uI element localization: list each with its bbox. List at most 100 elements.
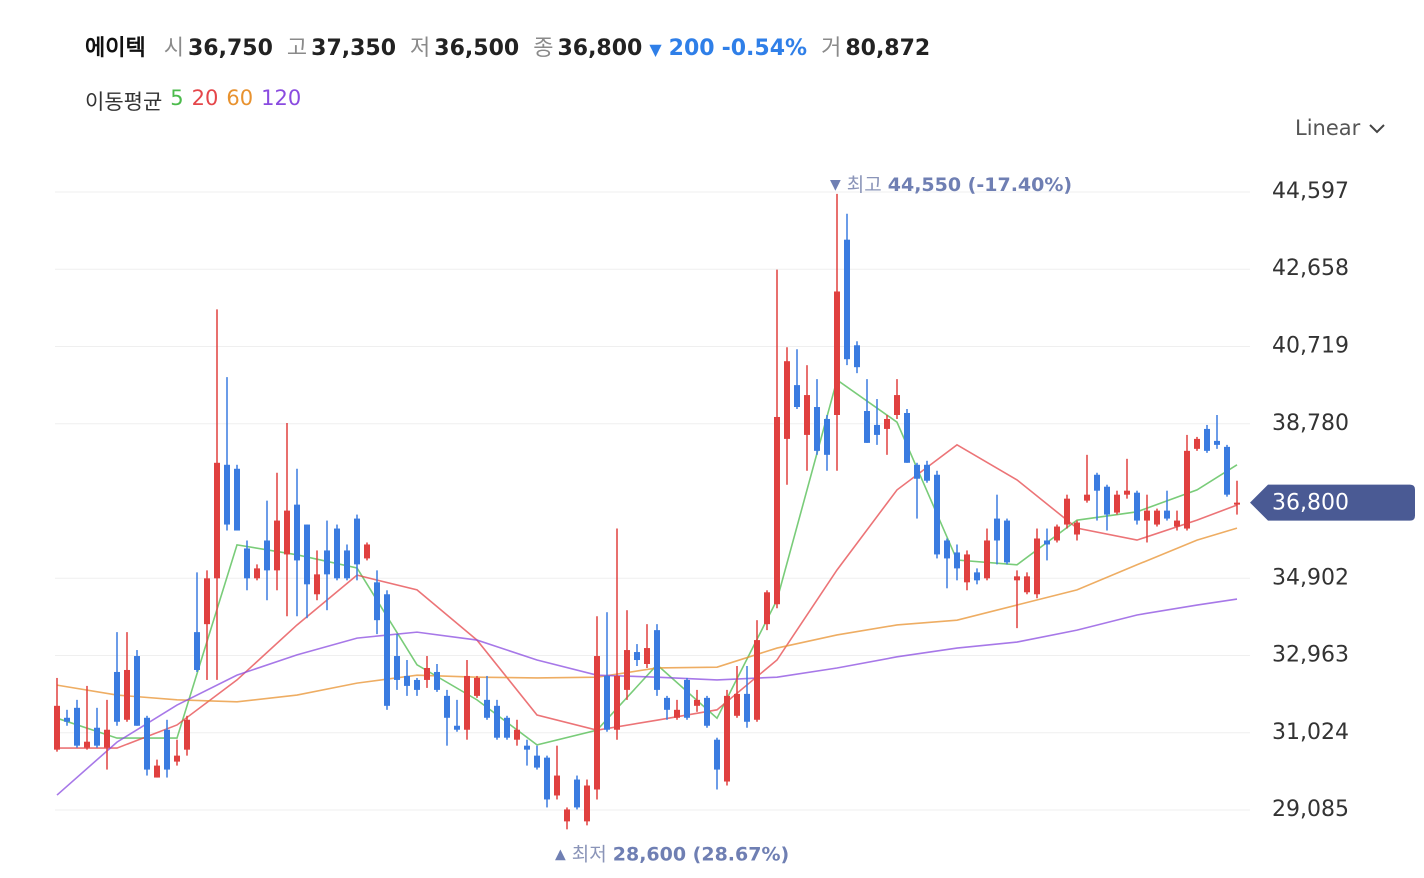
candle-body — [244, 548, 250, 579]
candle-body — [454, 725, 460, 730]
candle-body — [264, 540, 270, 571]
candle-body — [594, 656, 600, 790]
candle-body — [344, 550, 350, 579]
ma-legend-title: 이동평균 — [85, 90, 163, 114]
candle-body — [274, 520, 280, 571]
candle-body — [924, 464, 930, 481]
candle-body — [604, 675, 610, 730]
candle-body — [74, 707, 80, 746]
candle-body — [424, 667, 430, 680]
candle-body — [854, 345, 860, 368]
candle-body — [544, 757, 550, 800]
y-tick-label: 38,780 — [1272, 411, 1349, 436]
annotation-arrow: ▲ — [555, 846, 566, 862]
close-field: 종 36,800 ▼ 200 -0.54% — [533, 30, 807, 62]
candle-body — [954, 552, 960, 569]
open-field: 시 36,750 — [164, 30, 273, 62]
candle-body — [1114, 494, 1120, 513]
candle-body — [1194, 438, 1200, 449]
ma-line — [57, 443, 1238, 749]
field-value: 37,350 — [311, 36, 397, 61]
candle-body — [334, 528, 340, 579]
candle-body — [644, 648, 650, 664]
candle-body — [294, 504, 300, 561]
candle-body — [944, 540, 950, 559]
candle-body — [554, 775, 560, 796]
candle-body — [404, 675, 410, 686]
candle-body — [1204, 428, 1210, 451]
candle-body — [984, 540, 990, 579]
candle-body — [894, 395, 900, 415]
candle-body — [774, 416, 780, 605]
candle-body — [1094, 474, 1100, 491]
candle-body — [234, 468, 240, 531]
field-value: 36,500 — [434, 36, 520, 61]
candle-body — [434, 671, 440, 690]
candle-body — [304, 524, 310, 585]
candle-body — [534, 755, 540, 768]
candle-body — [114, 671, 120, 722]
candle-body — [64, 717, 70, 722]
low-field: 저 36,500 — [410, 30, 519, 62]
scale-selector[interactable]: Linear — [1295, 116, 1386, 140]
candle-body — [224, 464, 230, 525]
candle-body — [1134, 492, 1140, 521]
candle-body — [1024, 576, 1030, 593]
candle-body — [414, 679, 420, 690]
field-value: 36,800 — [557, 36, 643, 61]
candle-body — [1224, 446, 1230, 495]
candle-body — [1084, 494, 1090, 501]
ma-legend-item: 20 — [191, 86, 219, 110]
candle-body — [1234, 502, 1240, 505]
candle-body — [444, 695, 450, 718]
candle-body — [874, 424, 880, 435]
candle-body — [714, 739, 720, 770]
y-tick-label: 40,719 — [1272, 333, 1349, 358]
candle-body — [1064, 498, 1070, 525]
candle-body — [784, 361, 790, 439]
low-annotation: ▲ 최저 28,600 (28.67%) — [555, 843, 789, 865]
candle-body — [564, 809, 570, 822]
candle-body — [474, 677, 480, 696]
candle-body — [914, 464, 920, 479]
candle-body — [124, 669, 130, 720]
candle-body — [464, 675, 470, 730]
high-field: 고 37,350 — [287, 30, 396, 62]
candle-body — [164, 729, 170, 770]
candle-body — [794, 385, 800, 408]
field-label: 종 — [533, 36, 554, 61]
candle-body — [94, 727, 100, 746]
candle-body — [364, 544, 370, 559]
ma-legend-item: 120 — [261, 86, 302, 110]
candle-body — [154, 765, 160, 778]
change-percent: -0.54% — [721, 36, 808, 61]
candle-body — [964, 554, 970, 583]
candle-body — [724, 695, 730, 782]
candle-body — [684, 679, 690, 718]
candle-body — [174, 755, 180, 762]
candle-body — [654, 630, 660, 690]
candle-body — [514, 729, 520, 740]
candle-body — [1074, 522, 1080, 535]
y-tick-label: 29,085 — [1272, 797, 1349, 822]
candle-body — [1154, 510, 1160, 525]
y-tick-label: 34,902 — [1272, 565, 1349, 590]
candle-body — [1214, 440, 1220, 445]
change-arrow: ▼ — [649, 40, 662, 59]
candle-body — [204, 578, 210, 625]
candle-body — [1174, 520, 1180, 527]
field-label: 고 — [286, 36, 308, 61]
stock-name: 에이텍 — [85, 36, 146, 61]
candle-body — [814, 407, 820, 451]
candle-body — [184, 719, 190, 750]
candle-body — [734, 693, 740, 716]
high-annotation: ▼ 최고 44,550 (-17.40%) — [830, 173, 1072, 195]
volume-field: 거 80,872 — [821, 30, 930, 62]
ma-legend: 이동평균 5 20 60 120 — [85, 86, 301, 116]
candle-body — [974, 572, 980, 581]
candle-body — [864, 411, 870, 443]
candle-body — [144, 717, 150, 770]
candle-body — [1034, 538, 1040, 595]
